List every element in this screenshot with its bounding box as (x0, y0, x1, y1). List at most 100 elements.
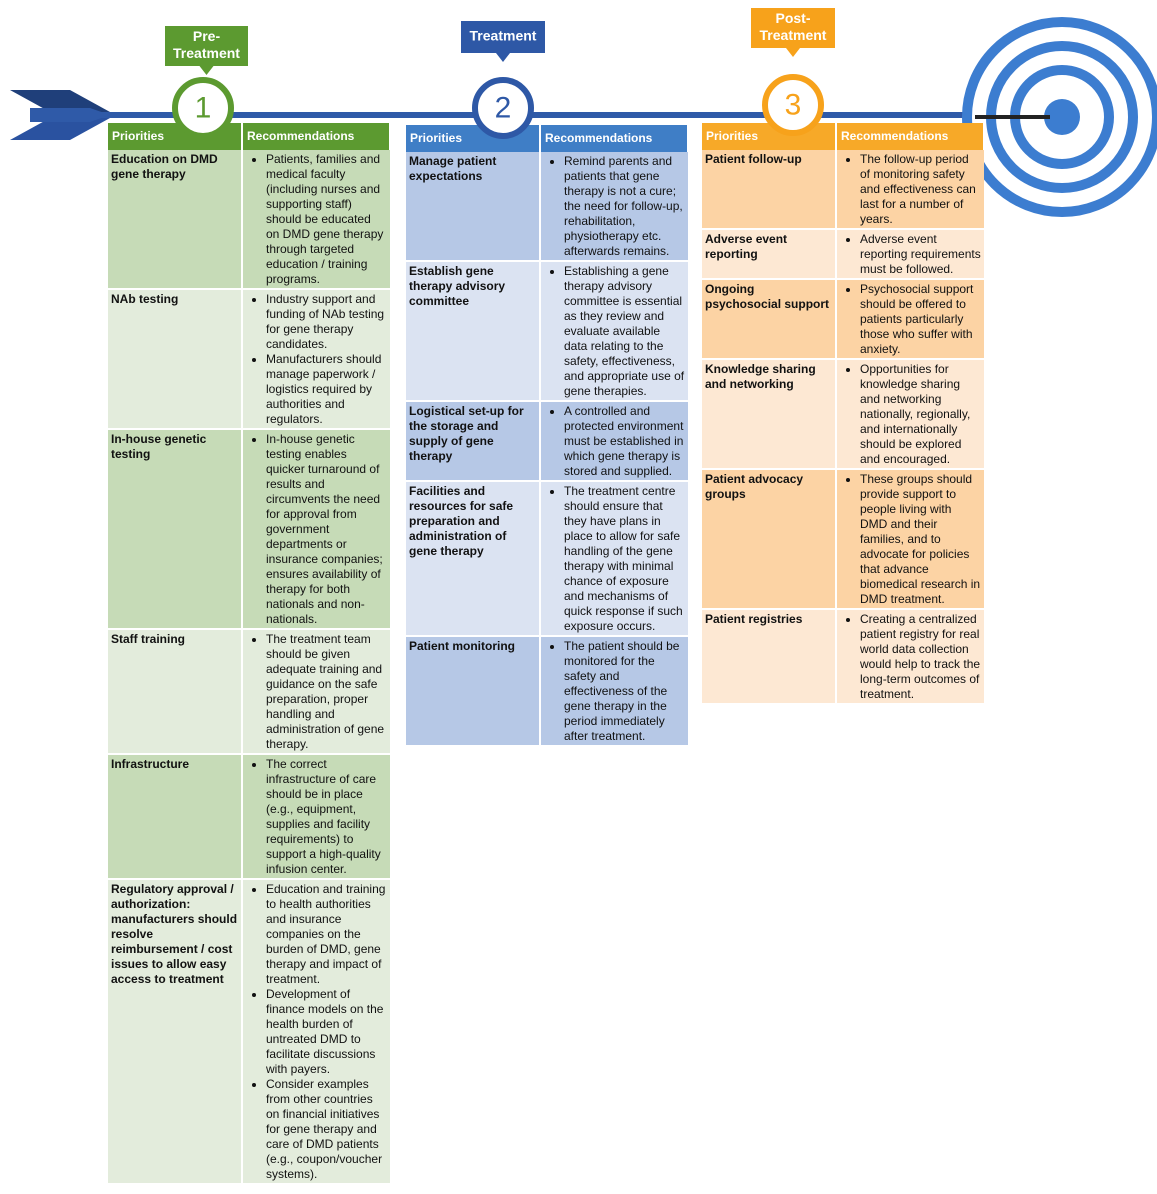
recommendation-list: The follow-up period of monitoring safet… (840, 152, 981, 227)
recommendation: The patient should be monitored for the … (564, 639, 685, 744)
priority: Knowledge sharing and networking (702, 359, 837, 470)
priority: Patient follow-up (702, 150, 837, 230)
priority: Patient advocacy groups (702, 469, 837, 610)
table-row: Ongoing psychosocial support Psychosocial… (702, 279, 984, 360)
recommendations: A controlled and protected environment m… (540, 401, 688, 482)
recommendation: A controlled and protected environment m… (564, 404, 685, 479)
recommendations: Industry support and funding of NAb test… (242, 289, 390, 430)
stage-table: Priorities Recommendations Education on DM… (108, 123, 391, 1185)
recommendations: Adverse event reporting requirements mus… (836, 229, 984, 280)
recommendation: The treatment centre should ensure that … (564, 484, 685, 634)
priority: Patient registries (702, 609, 837, 705)
recommendations: The correct infrastructure of care shoul… (242, 754, 390, 880)
stage-table: Priorities Recommendations Patient follow-… (702, 123, 985, 705)
recommendation: Creating a centralized patient registry … (860, 612, 981, 702)
stage-table: Priorities Recommendations Manage patient … (406, 125, 689, 747)
recommendations: Psychosocial support should be offered t… (836, 279, 984, 360)
recommendation: Patients, families and medical faculty (… (266, 152, 387, 287)
recommendations: In-house genetic testing enables quicker… (242, 429, 390, 630)
recommendation: Establishing a gene therapy advisory com… (564, 264, 685, 399)
recommendation-list: These groups should provide support to p… (840, 472, 981, 607)
priority: Education on DMD gene therapy (108, 150, 243, 290)
priority: Regulatory approval / authorization: man… (108, 879, 243, 1185)
recommendation: Opportunities for knowledge sharing and … (860, 362, 981, 467)
table-row: Education on DMD gene therapyPatients, f… (108, 150, 390, 290)
table-row: NAb testing Industry support and funding … (108, 289, 390, 430)
column-header: Priorities (108, 123, 243, 150)
priority: NAb testing (108, 289, 243, 430)
recommendation-list: Adverse event reporting requirements mus… (840, 232, 981, 277)
column-header: Priorities (406, 125, 541, 152)
priority: Manage patient expectations (406, 152, 541, 262)
recommendation: The follow-up period of monitoring safet… (860, 152, 981, 227)
recommendation: Manufacturers should manage paperwork / … (266, 352, 387, 427)
table-row: Patient follow-up The follow-up period of… (702, 150, 984, 230)
header-row: Priorities Recommendations (406, 125, 689, 152)
recommendations: The patient should be monitored for the … (540, 636, 688, 747)
recommendation: The correct infrastructure of care shoul… (266, 757, 387, 877)
recommendations: The follow-up period of monitoring safet… (836, 150, 984, 230)
table-row: InfrastructureThe correct infrastructure… (108, 754, 390, 880)
recommendation: Industry support and funding of NAb test… (266, 292, 387, 352)
recommendation-list: Opportunities for knowledge sharing and … (840, 362, 981, 467)
recommendation-list: A controlled and protected environment m… (544, 404, 685, 479)
column-header: Recommendations (540, 125, 689, 152)
recommendation-list: In-house genetic testing enables quicker… (246, 432, 387, 627)
recommendation: Adverse event reporting requirements mus… (860, 232, 981, 277)
table-row: Adverse event reporting Adverse event rep… (702, 229, 984, 280)
priority: Establish gene therapy advisory committe… (406, 261, 541, 402)
header-row: Priorities Recommendations (702, 123, 985, 150)
recommendation: Psychosocial support should be offered t… (860, 282, 981, 357)
recommendations: The treatment team should be given adequ… (242, 629, 390, 755)
recommendation-list: Education and training to health authori… (246, 882, 387, 1182)
column-header: Priorities (702, 123, 837, 150)
recommendations: Remind parents and patients that gene th… (540, 152, 688, 262)
recommendation-list: Patients, families and medical faculty (… (246, 152, 387, 287)
recommendations: These groups should provide support to p… (836, 469, 984, 610)
table-row: Facilities and resources for safe prepar… (406, 481, 688, 637)
recommendations: The treatment centre should ensure that … (540, 481, 688, 637)
recommendation: Consider examples from other countries o… (266, 1077, 387, 1182)
priority: Facilities and resources for safe prepar… (406, 481, 541, 637)
recommendation: Development of finance models on the hea… (266, 987, 387, 1077)
recommendation: Remind parents and patients that gene th… (564, 154, 685, 259)
arrow-fletching (10, 90, 110, 112)
recommendation: The treatment team should be given adequ… (266, 632, 387, 752)
arrow-fletching (30, 108, 110, 122)
priority: In-house genetic testing (108, 429, 243, 630)
recommendation-list: Creating a centralized patient registry … (840, 612, 981, 702)
table-row: Manage patient expectationsRemind parent… (406, 152, 688, 262)
recommendation-list: The treatment centre should ensure that … (544, 484, 685, 634)
table-row: Patient advocacy groupsThese groups shou… (702, 469, 984, 610)
recommendations: Establishing a gene therapy advisory com… (540, 261, 688, 402)
recommendations: Patients, families and medical faculty (… (242, 150, 390, 290)
recommendation-list: The patient should be monitored for the … (544, 639, 685, 744)
priority: Adverse event reporting (702, 229, 837, 280)
target-bullseye (1044, 99, 1080, 135)
table-row: Staff trainingThe treatment team should … (108, 629, 390, 755)
table-row: Patient monitoringThe patient should be … (406, 636, 688, 747)
priority: Logistical set-up for the storage and su… (406, 401, 541, 482)
priority: Ongoing psychosocial support (702, 279, 837, 360)
recommendations: Education and training to health authori… (242, 879, 390, 1185)
recommendation-list: The treatment team should be given adequ… (246, 632, 387, 752)
table-row: Logistical set-up for the storage and su… (406, 401, 688, 482)
column-header: Recommendations (242, 123, 391, 150)
priority: Staff training (108, 629, 243, 755)
recommendation-list: Establishing a gene therapy advisory com… (544, 264, 685, 399)
table-row: Knowledge sharing and networkingOpportun… (702, 359, 984, 470)
table-row: Establish gene therapy advisory committe… (406, 261, 688, 402)
table-row: Patient registries Creating a centralized… (702, 609, 984, 705)
table-row: In-house genetic testingIn-house genetic… (108, 429, 390, 630)
arrow-fletching (10, 118, 110, 140)
header-row: Priorities Recommendations (108, 123, 391, 150)
recommendations: Opportunities for knowledge sharing and … (836, 359, 984, 470)
recommendation-list: Remind parents and patients that gene th… (544, 154, 685, 259)
recommendation: These groups should provide support to p… (860, 472, 981, 607)
table-row: Regulatory approval / authorization: man… (108, 879, 390, 1185)
recommendation: In-house genetic testing enables quicker… (266, 432, 387, 627)
recommendation-list: Psychosocial support should be offered t… (840, 282, 981, 357)
priority: Patient monitoring (406, 636, 541, 747)
